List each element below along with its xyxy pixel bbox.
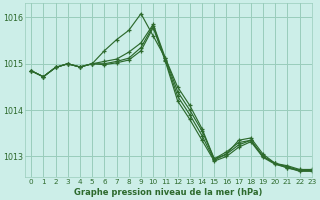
X-axis label: Graphe pression niveau de la mer (hPa): Graphe pression niveau de la mer (hPa) (74, 188, 263, 197)
